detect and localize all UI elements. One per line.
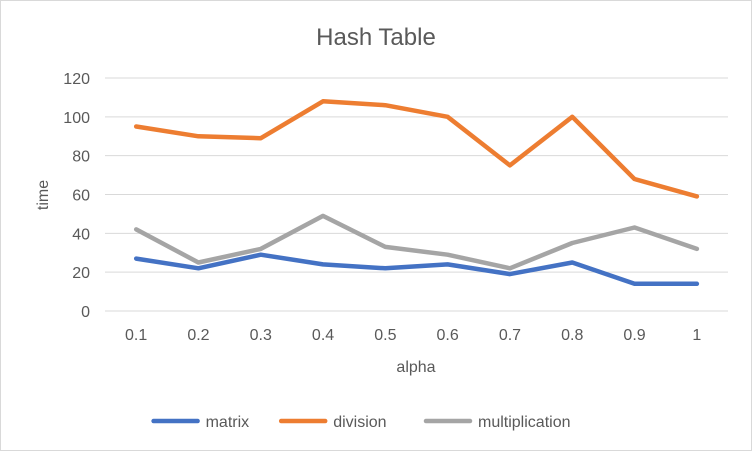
chart-title: Hash Table [316, 24, 436, 51]
x-tick-label: 1 [692, 327, 701, 344]
x-tick-label: 0.3 [250, 327, 272, 344]
legend-label-division: division [333, 414, 386, 431]
y-axis-label: time [35, 180, 52, 210]
x-tick-label: 0.8 [561, 327, 583, 344]
series-line-matrix [133, 252, 700, 287]
y-tick-label: 120 [63, 71, 90, 88]
x-tick-label: 0.4 [312, 327, 334, 344]
series-line-multiplication [133, 213, 700, 271]
y-tick-label: 40 [72, 226, 90, 243]
series-lines [133, 99, 700, 287]
series-line-division [133, 99, 700, 199]
x-tick-label: 0.7 [499, 327, 521, 344]
x-axis-label: alpha [396, 359, 435, 376]
x-tick-label: 0.9 [623, 327, 645, 344]
gridlines [105, 77, 728, 312]
x-tick-label: 0.2 [187, 327, 209, 344]
y-tick-label: 0 [81, 304, 90, 321]
legend-label-matrix: matrix [206, 414, 250, 431]
y-axis-ticks: 0 20 40 60 80 100 120 [63, 71, 90, 321]
y-tick-label: 60 [72, 188, 90, 205]
legend: matrix division multiplication [151, 414, 570, 431]
y-tick-label: 100 [63, 110, 90, 127]
y-tick-label: 80 [72, 149, 90, 166]
legend-label-multiplication: multiplication [478, 414, 570, 431]
x-tick-label: 0.1 [125, 327, 147, 344]
x-tick-label: 0.6 [437, 327, 459, 344]
x-tick-label: 0.5 [374, 327, 396, 344]
x-axis-ticks: 0.1 0.2 0.3 0.4 0.5 0.6 0.7 0.8 0.9 1 [125, 327, 701, 344]
y-tick-label: 20 [72, 265, 90, 282]
